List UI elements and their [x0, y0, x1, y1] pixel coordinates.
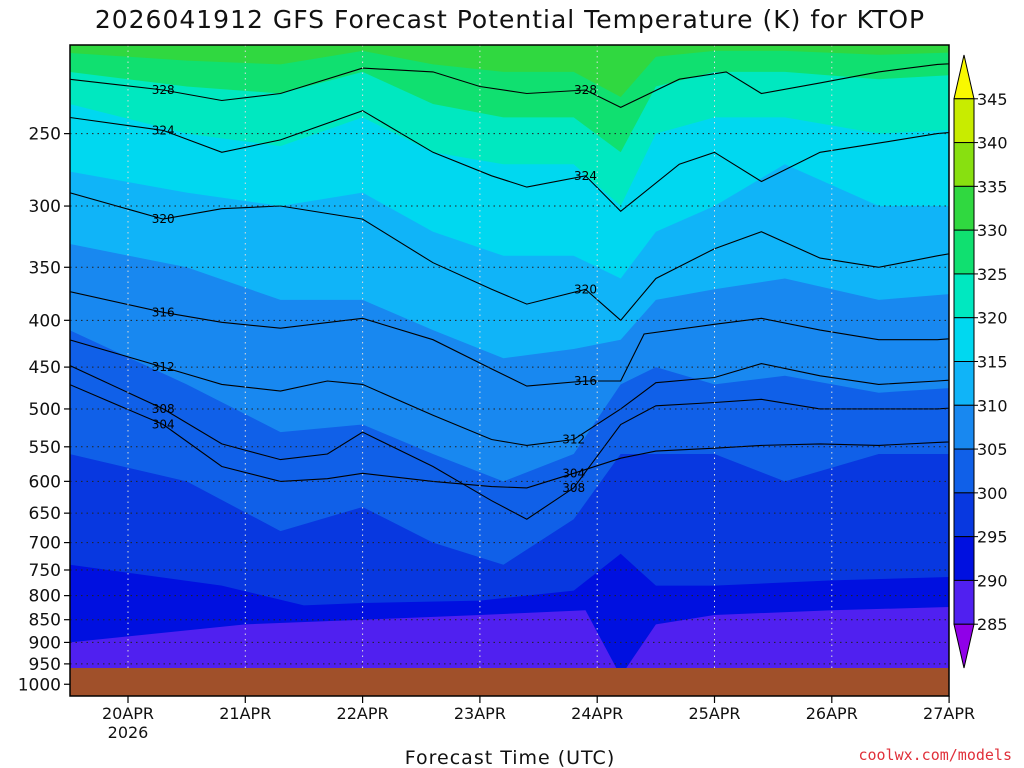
x-tick-label: 27APR [923, 704, 975, 723]
contour-label: 308 [562, 481, 585, 495]
colorbar-tick-label: 345 [977, 90, 1008, 109]
contour-labels: 328 3283243243203203163163123123083083043… [152, 83, 597, 495]
colorbar-swatch [953, 448, 975, 494]
y-tick-label: 1000 [18, 675, 61, 695]
colorbar-swatch [953, 98, 975, 144]
colorbar-tick-label: 330 [977, 221, 1008, 240]
x-tick-label: 24APR [571, 704, 623, 723]
x-axis-year-label: 2026 [108, 723, 149, 742]
y-tick-label: 850 [29, 611, 61, 631]
colorbar-swatch [953, 579, 975, 625]
colorbar-swatch [953, 185, 975, 231]
y-tick-label: 450 [29, 358, 61, 378]
colorbar-swatch [953, 229, 975, 275]
colorbar-swatch [953, 623, 975, 669]
y-tick-label: 400 [29, 311, 61, 331]
contour-line [70, 384, 949, 489]
colorbar-tick-label: 315 [977, 353, 1008, 372]
contour-label: 316 [152, 305, 175, 319]
y-tick-label: 300 [29, 197, 61, 217]
contour-label: 308 [152, 402, 175, 416]
colorbar-tick-label: 320 [977, 309, 1008, 328]
contour-label: 304 [152, 418, 175, 432]
y-tick-label: 600 [29, 472, 61, 492]
grid-lines [70, 45, 949, 696]
x-tick-label: 25APR [688, 704, 740, 723]
x-tick-label: 21APR [219, 704, 271, 723]
colorbar-swatch [953, 404, 975, 450]
colorbar-tick-label: 325 [977, 265, 1008, 284]
band-fill [70, 45, 949, 97]
contour-label: 320 [152, 212, 175, 226]
credit-text[interactable]: coolwx.com/models [858, 746, 1012, 764]
contour-label: 304 [562, 466, 585, 480]
y-tick-label: 750 [29, 561, 61, 581]
contour-line [70, 339, 949, 446]
y-tick-label: 700 [29, 534, 61, 554]
y-tick-label: 250 [29, 125, 61, 145]
colorbar-tick-label: 295 [977, 528, 1008, 547]
x-tick-label: 20APR [102, 704, 154, 723]
contour-label: 328 [152, 83, 175, 97]
colorbar-tick-label: 300 [977, 484, 1008, 503]
contour-label: 324 [574, 169, 597, 183]
y-tick-label: 950 [29, 655, 61, 675]
contour-label: 328 [574, 83, 597, 97]
x-tick-label: 26APR [806, 704, 858, 723]
y-tick-label: 900 [29, 633, 61, 653]
colorbar-tick-label: 335 [977, 177, 1008, 196]
contour-line [70, 63, 949, 109]
filled-contour-bands [70, 45, 949, 696]
x-tick-label: 23APR [454, 704, 506, 723]
x-axis-label: Forecast Time (UTC) [405, 747, 615, 768]
colorbar-swatch [953, 54, 975, 100]
colorbar-tick-label: 340 [977, 134, 1008, 153]
contour-label: 324 [152, 123, 175, 137]
x-axis-ticks: 20APR 21APR 22APR 23APR 24APR 25APR 26APR 27APR [102, 696, 975, 723]
ground-terrain [70, 668, 949, 696]
colorbar-tick-label: 290 [977, 571, 1008, 590]
band-fill [70, 45, 949, 153]
contour-label: 312 [562, 433, 585, 447]
plot-frame [69, 44, 950, 697]
colorbar-swatch [953, 142, 975, 187]
colorbar-swatch [953, 536, 975, 581]
chart-title: 2026041912 GFS Forecast Potential Temper… [95, 5, 925, 34]
y-tick-label: 550 [29, 438, 61, 458]
contour-label: 312 [152, 360, 175, 374]
colorbar-tick-label: 285 [977, 615, 1008, 634]
y-tick-label: 350 [29, 258, 61, 278]
colorbar-tick-label: 305 [977, 440, 1008, 459]
colorbar-tick-label: 310 [977, 396, 1008, 415]
contour-line [70, 291, 949, 387]
y-tick-label: 800 [29, 587, 61, 607]
colorbar-swatch [953, 273, 975, 319]
colorbar: 285 290 295 300 305 310 315 320 325 330 335 340 345 [953, 54, 1008, 669]
contour-line [70, 192, 949, 322]
y-tick-label: 650 [29, 504, 61, 524]
contour-line [70, 110, 949, 213]
plot-area [70, 45, 949, 696]
colorbar-swatch [953, 317, 975, 363]
x-tick-label: 22APR [337, 704, 389, 723]
contour-label: 320 [574, 282, 597, 296]
contour-label: 316 [574, 374, 597, 388]
y-axis-ticks: 2503003504004505005506006507007508008509… [18, 125, 70, 695]
y-tick-label: 500 [29, 400, 61, 420]
colorbar-swatch [953, 361, 975, 406]
contour-lines [70, 63, 949, 520]
colorbar-swatch [953, 492, 975, 538]
